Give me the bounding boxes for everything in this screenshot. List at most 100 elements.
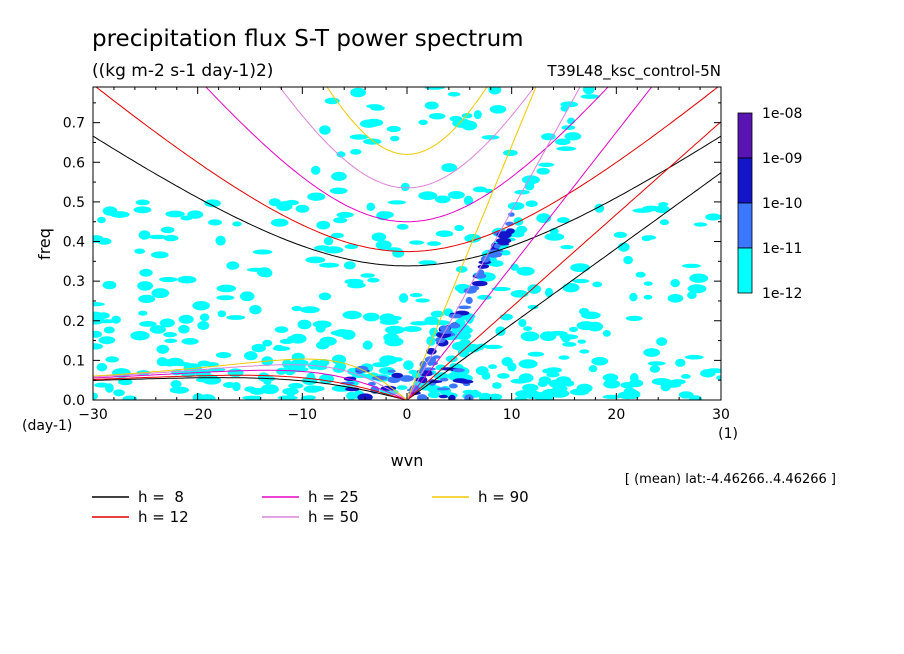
spectrum-cell [98,336,116,345]
spectrum-cell-strong [440,377,449,382]
spectrum-cell [429,113,446,120]
spectrum-cell [556,146,577,151]
run-label: T39L48_ksc_control-5N [546,62,721,81]
spectrum-cell [232,221,242,227]
spectrum-cell-strong [422,367,436,371]
spectrum-cell [344,244,358,250]
spectrum-cell [318,292,332,301]
spectrum-cell [635,271,646,278]
spectrum-cell-strong [493,243,501,249]
spectrum-cell [630,373,639,383]
spectrum-cell [215,352,232,359]
spectrum-cell [558,355,570,360]
spectrum-cell [643,281,653,286]
spectrum-cell-strong [449,322,461,329]
y-tick-label: 0.4 [63,235,85,251]
spectrum-cell [97,237,112,245]
footnote: [ (mean) lat:-4.46266..4.46266 ] [625,472,836,487]
spectrum-cell [629,292,638,302]
spectrum-cell [319,336,337,346]
spectrum-cell [569,326,578,333]
spectrum-cell [349,134,369,140]
spectrum-cell [318,359,330,367]
spectrum-cell [291,305,303,312]
spectrum-cell [514,396,528,400]
spectrum-cell [576,321,596,331]
spectrum-cell [178,314,194,324]
spectrum-cell [402,326,422,332]
spectrum-cell [288,382,304,389]
spectrum-cell [560,245,574,250]
chart-title: precipitation flux S-T power spectrum [92,26,524,52]
spectrum-cell [521,175,540,185]
spectrum-cell [592,281,603,288]
spectrum-cell [400,182,410,192]
spectrum-cell [170,380,182,389]
spectrum-cell-strong [505,221,514,226]
spectrum-cell [350,87,366,98]
spectrum-cell [163,234,179,242]
spectrum-cell [477,294,492,300]
spectrum-cell-strong [465,296,473,305]
spectrum-cell [603,379,621,389]
spectrum-cell [363,138,382,145]
x-tick-label: −30 [78,407,108,423]
y-axis-label: freq [35,228,54,260]
spectrum-cell [134,248,146,254]
dispersion-curve [406,87,537,400]
spectrum-cell [319,262,340,268]
spectrum-cell [602,330,611,337]
spectrum-cell [315,324,326,333]
spectrum-cell [93,311,102,316]
spectrum-cell [311,165,321,175]
spectrum-cell [675,358,686,367]
spectrum-cell [329,187,348,195]
spectrum-cell [560,105,569,112]
spectrum-cell [148,234,168,240]
x-tick-label: −20 [183,407,213,423]
spectrum-cell [643,348,661,357]
spectrum-cell [523,326,533,331]
spectrum-cell-strong [464,394,474,400]
spectrum-fill [93,87,721,400]
legend-label: h = 90 [478,488,529,506]
spectrum-cell [342,310,362,320]
spectrum-cell [300,306,320,314]
spectrum-cell [617,242,630,252]
spectrum-cell [164,338,178,343]
spectrum-cell [249,305,262,315]
spectrum-cell [135,199,150,206]
spectrum-cell [208,219,222,226]
spectrum-cell [499,313,513,321]
x-tick-label: 20 [607,407,625,423]
spectrum-cell [333,217,348,224]
spectrum-cell [564,132,582,141]
spectrum-cell [700,369,716,378]
y-tick-label: 0.6 [63,155,85,171]
spectrum-cell [286,389,296,397]
spectrum-cell [93,392,98,400]
spectrum-cell [392,248,405,258]
spectrum-cell [244,386,257,393]
spectrum-cell [424,87,445,90]
spectrum-cell [386,125,401,133]
spectrum-cell [520,331,540,342]
colorbar-swatch [737,112,753,159]
spectrum-cell [492,382,502,389]
colorbar-label: 1e-11 [762,241,802,257]
spectrum-cell [316,220,331,230]
spectrum-cell [133,206,152,214]
spectrum-cell [483,344,503,350]
spectrum-cell [118,378,133,386]
spectrum-cell [363,312,380,322]
spectrum-cell [546,372,560,378]
dispersion-curve [93,135,721,267]
spectrum-cell [178,324,190,334]
spectrum-cell [491,286,511,292]
spectrum-cell-strong [357,393,373,400]
y-tick-label: 0.3 [63,274,85,290]
spectrum-cell [559,334,579,340]
spectrum-cell [295,204,310,213]
spectrum-cell [409,240,424,245]
